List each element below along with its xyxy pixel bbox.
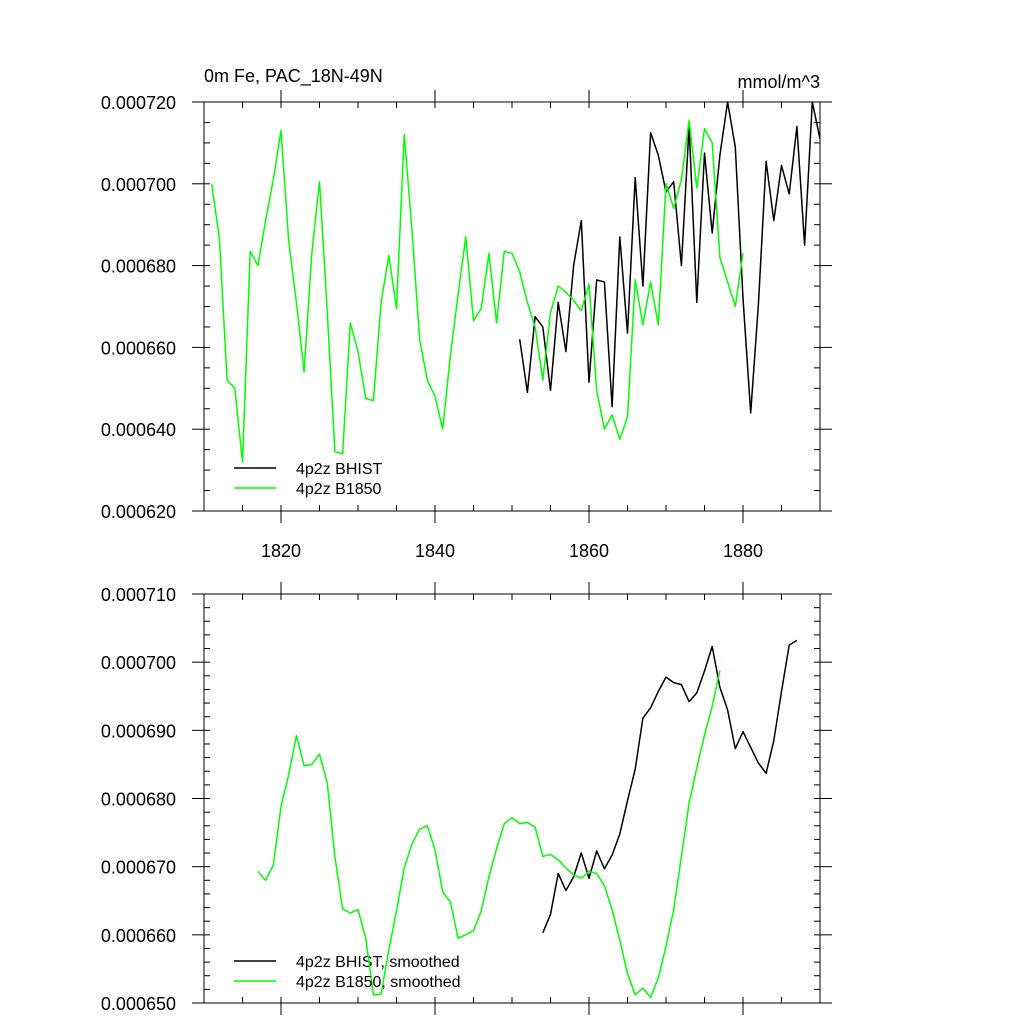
y-tick-label: 0.000680 (101, 257, 176, 277)
legend-label: 4p2z BHIST (296, 461, 382, 478)
y-tick-label: 0.000720 (101, 93, 176, 113)
y-tick-label: 0.000670 (101, 858, 176, 878)
x-tick-label: 1880 (723, 541, 763, 561)
x-tick-label: 1840 (415, 541, 455, 561)
y-tick-label: 0.000620 (101, 502, 176, 522)
units-label: mmol/m^3 (738, 72, 820, 92)
y-tick-label: 0.000640 (101, 420, 176, 440)
bottom-panel: 0.000650 0.000660 0.000670 0.000680 0.000690… (101, 582, 832, 1015)
y-tick-label: 0.000660 (101, 926, 176, 946)
y-tick-label: 0.000690 (101, 721, 176, 741)
legend-label: 4p2z B1850 (296, 481, 382, 498)
y-tick-label: 0.000700 (101, 175, 176, 195)
y-tick-label: 0.000680 (101, 790, 176, 810)
y-tick-label: 0.000710 (101, 585, 176, 605)
series-line-bhist (518, 101, 821, 414)
x-tick-label: 1820 (261, 541, 301, 561)
x-tick-label: 1860 (569, 541, 609, 561)
series-line-bhist (542, 639, 798, 934)
chart-title: 0m Fe, PAC_18N-49N (204, 66, 383, 87)
y-tick-label: 0.000660 (101, 338, 176, 358)
plot-frame (203, 593, 821, 1004)
y-tick-label: 0.000700 (101, 653, 176, 673)
legend-label: 4p2z B1850, smoothed (296, 974, 461, 991)
top-panel: 1820 1840 1860 1880 0.000620 0.000640 0.000660… (101, 66, 832, 561)
series-line-b1850 (257, 670, 721, 999)
legend-label: 4p2z BHIST, smoothed (296, 954, 460, 971)
y-tick-label: 0.000650 (101, 994, 176, 1014)
series-line-b1850 (210, 119, 744, 463)
